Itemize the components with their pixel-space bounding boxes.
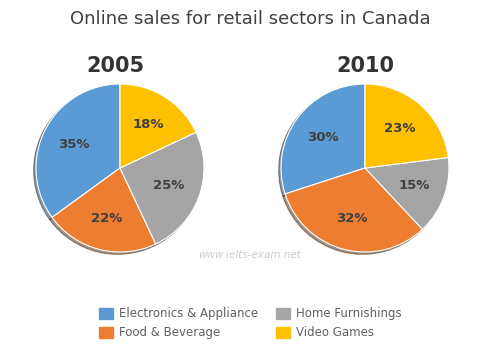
Wedge shape [52, 168, 156, 252]
Wedge shape [281, 84, 365, 194]
Wedge shape [365, 158, 449, 229]
Text: 35%: 35% [58, 138, 90, 151]
Text: 32%: 32% [336, 212, 368, 225]
Text: 22%: 22% [92, 212, 122, 225]
Text: Online sales for retail sectors in Canada: Online sales for retail sectors in Canad… [70, 10, 430, 28]
Wedge shape [36, 84, 120, 217]
Wedge shape [120, 84, 196, 168]
Wedge shape [285, 168, 422, 252]
Text: 2005: 2005 [86, 56, 144, 76]
Text: 2010: 2010 [336, 56, 394, 76]
Legend: Electronics & Appliance, Food & Beverage, Home Furnishings, Video Games: Electronics & Appliance, Food & Beverage… [94, 303, 406, 344]
Text: 30%: 30% [307, 131, 338, 144]
Text: 18%: 18% [132, 118, 164, 131]
Wedge shape [365, 84, 448, 168]
Text: 23%: 23% [384, 122, 415, 135]
Text: www.ielts-exam.net: www.ielts-exam.net [198, 251, 302, 260]
Wedge shape [120, 132, 204, 244]
Text: 15%: 15% [398, 179, 430, 192]
Text: 25%: 25% [154, 179, 184, 192]
